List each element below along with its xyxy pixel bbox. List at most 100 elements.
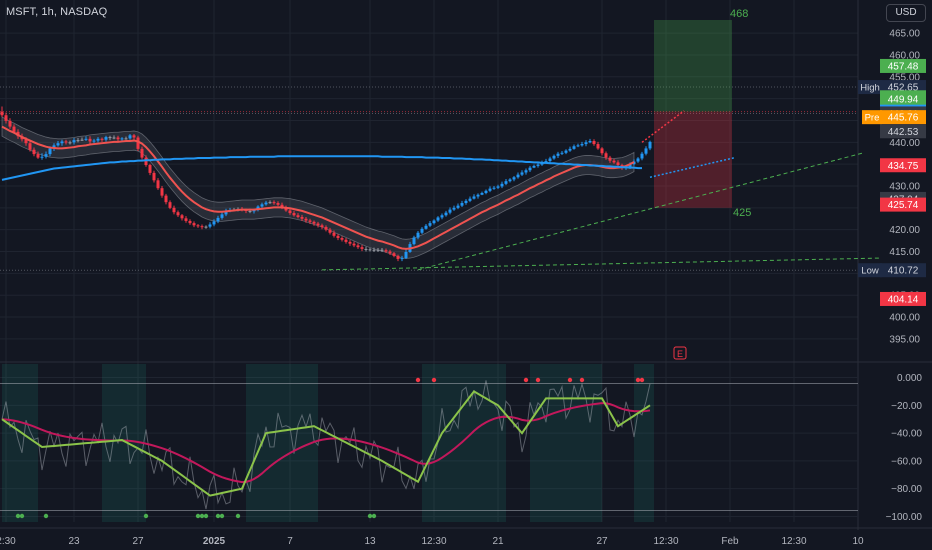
sell-signal-dot xyxy=(535,377,541,383)
indicator-lines xyxy=(1,125,642,250)
candle-body xyxy=(192,223,196,226)
price-label: 410.72 xyxy=(888,266,919,277)
candle-body xyxy=(400,258,404,260)
candle-body xyxy=(352,243,356,246)
candle-body xyxy=(208,224,212,227)
candle-body xyxy=(308,220,312,222)
candle-body xyxy=(512,177,516,180)
candle-body xyxy=(380,249,384,251)
price-label: 425.74 xyxy=(888,200,919,211)
candle-body xyxy=(108,137,112,139)
candle-body xyxy=(452,207,456,210)
candle-body xyxy=(140,148,144,158)
candle-body xyxy=(312,221,316,224)
long-ma-line xyxy=(1,155,642,181)
price-tick-label: 440.00 xyxy=(889,138,920,149)
sell-signal-dot xyxy=(415,377,421,383)
candle-body xyxy=(184,218,188,221)
candle-body xyxy=(288,210,292,214)
low-trendline xyxy=(321,257,881,271)
candle-body xyxy=(268,202,272,204)
candle-body xyxy=(444,212,448,216)
candle-body xyxy=(376,249,380,251)
candle-body xyxy=(24,139,28,144)
currency-button[interactable]: USD xyxy=(886,4,926,22)
candle-body xyxy=(100,138,104,140)
price-label: 404.14 xyxy=(888,294,919,305)
stop-label: 425 xyxy=(733,207,751,219)
price-tick-label: 395.00 xyxy=(889,334,920,345)
candle-body xyxy=(372,249,376,251)
price-label-bg xyxy=(880,110,926,125)
candle-body xyxy=(552,155,556,159)
candle-body xyxy=(360,247,364,249)
price-label-bg xyxy=(880,158,926,173)
candle-body xyxy=(404,251,408,259)
time-axis[interactable]: 2:30 23 27 2025 7 13 12:30 21 27 12:30 Feb 12:30 10 xyxy=(0,536,864,547)
price-label: 452.65 xyxy=(888,83,919,94)
candle-body xyxy=(168,202,172,208)
price-tag-bg xyxy=(858,263,882,278)
price-label-bg xyxy=(880,263,926,278)
candle-body xyxy=(548,158,552,162)
candle-body xyxy=(644,148,648,154)
sell-signal-dot xyxy=(431,377,437,383)
candle-body xyxy=(456,205,460,208)
sell-signal-dot xyxy=(579,377,585,383)
grid-lines xyxy=(0,0,932,530)
candle-body xyxy=(112,137,116,139)
candle-body xyxy=(176,212,180,216)
price-label: 445.76 xyxy=(888,113,919,124)
candle-body xyxy=(292,213,296,216)
time-tick-label: 2:30 xyxy=(0,536,16,547)
time-tick-label: 12:30 xyxy=(653,536,678,547)
osc-tick-label: −80.00 xyxy=(891,484,922,495)
candle-body xyxy=(572,146,576,149)
candle-body xyxy=(596,144,600,149)
ema-band xyxy=(1,116,635,259)
sell-signal-dot xyxy=(635,377,641,383)
candle-body xyxy=(68,142,72,144)
price-axis[interactable]: 465.00460.00455.00450.00445.00440.00435.… xyxy=(858,29,926,523)
trendlines[interactable] xyxy=(321,110,881,271)
candle-body xyxy=(84,138,88,140)
candle-body xyxy=(120,138,124,140)
ema-band-fill xyxy=(1,116,635,259)
symbol-title[interactable]: MSFT, 1h, NASDAQ xyxy=(6,6,108,18)
time-tick-label: 27 xyxy=(132,536,144,547)
time-tick-label: 21 xyxy=(492,536,504,547)
candle-body xyxy=(464,200,468,204)
signal-zone xyxy=(246,364,318,522)
candle-body xyxy=(604,153,608,158)
candle-body xyxy=(92,140,96,142)
price-tick-label: 455.00 xyxy=(889,72,920,83)
candle-body xyxy=(284,207,288,211)
candle-body xyxy=(588,141,592,143)
candle-body xyxy=(608,157,612,161)
candle-body xyxy=(472,196,476,199)
candle-body xyxy=(460,203,464,206)
candle-body xyxy=(356,245,360,248)
candle-body xyxy=(344,239,348,242)
position-tool[interactable]: 468 425 E xyxy=(654,8,751,360)
candle-body xyxy=(48,148,52,155)
price-label-bg xyxy=(880,291,926,306)
price-tick-label: 430.00 xyxy=(889,182,920,193)
candle-body xyxy=(252,210,256,212)
profit-zone xyxy=(654,20,732,112)
loss-zone xyxy=(654,111,732,208)
candle-body xyxy=(416,232,420,238)
buy-signal-dot xyxy=(367,513,373,519)
candle-body xyxy=(148,165,152,173)
candle-body xyxy=(260,204,264,207)
candle-body xyxy=(560,152,564,154)
candle-body xyxy=(172,207,176,213)
time-tick-label: 27 xyxy=(596,536,608,547)
ema-line xyxy=(1,125,635,250)
signal-zone xyxy=(634,364,654,522)
candle-body xyxy=(396,255,400,259)
price-tick-label: 415.00 xyxy=(889,247,920,258)
osc-tick-label: 0.000 xyxy=(897,373,922,384)
price-tag-bg xyxy=(858,80,882,95)
